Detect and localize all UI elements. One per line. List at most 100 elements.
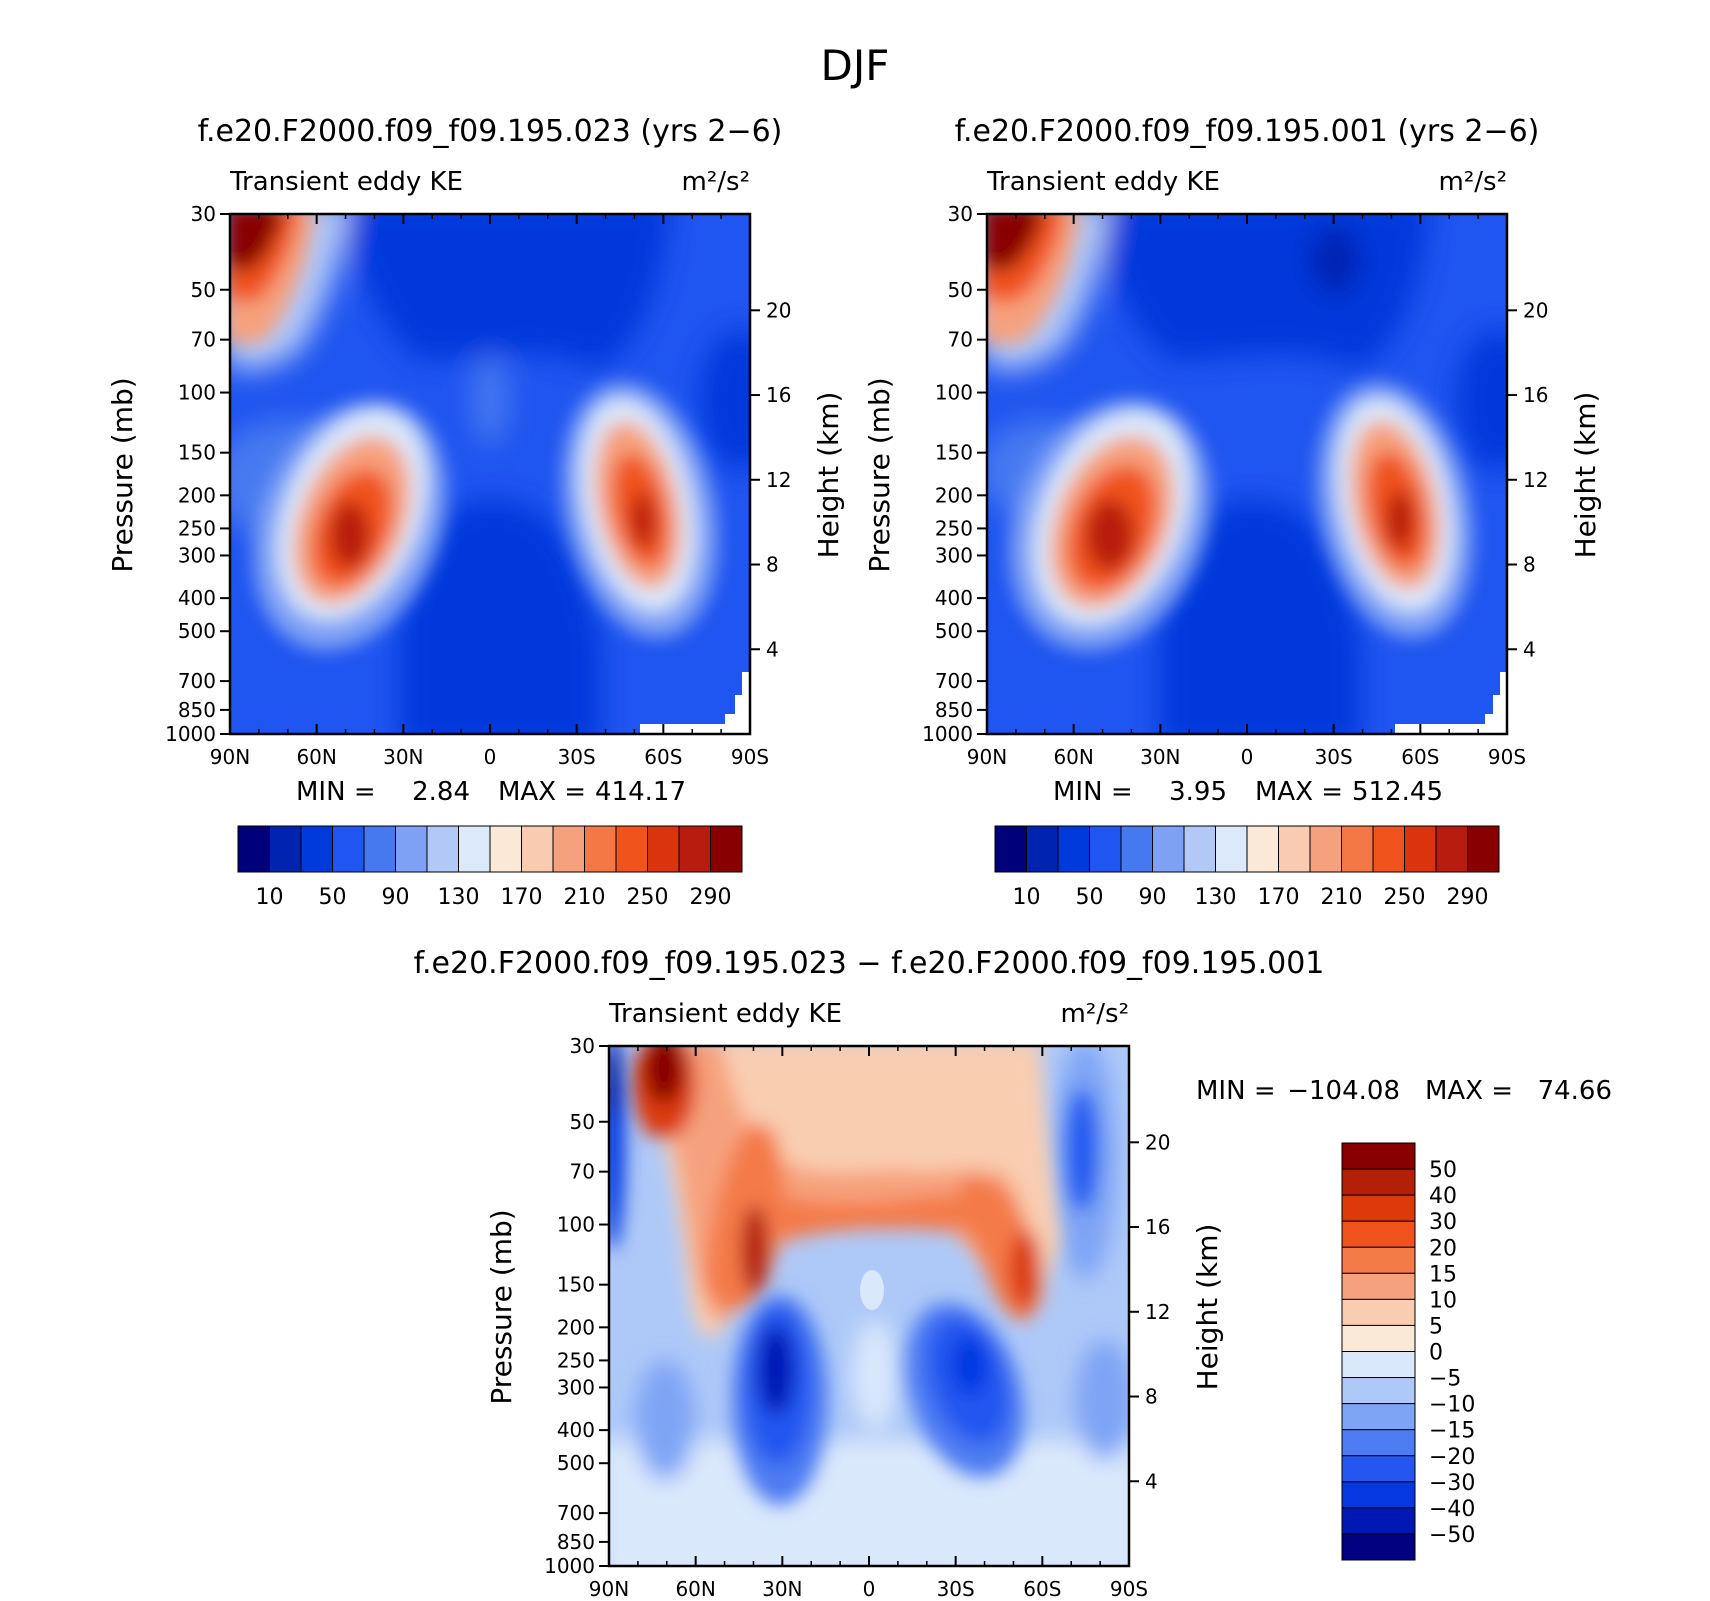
field-label: Transient eddy KE [608, 999, 842, 1029]
max-label: MAX = [1255, 777, 1343, 807]
height-tick-label: 20 [1523, 298, 1548, 322]
pressure-tick-label: 850 [935, 698, 973, 722]
pressure-tick-label: 70 [191, 328, 216, 352]
colorbar-swatch [1341, 1377, 1416, 1405]
colorbar-swatch [552, 825, 585, 873]
pressure-tick-label: 30 [570, 1034, 595, 1058]
nh-jet-core [330, 501, 370, 569]
pressure-tick-label: 500 [178, 619, 216, 643]
colorbar-label: 250 [1384, 885, 1426, 910]
pressure-tick-label: 70 [570, 1160, 595, 1184]
max-label: MAX = [498, 777, 586, 807]
colorbar-swatch [1341, 1403, 1416, 1431]
colorbar-label: −10 [1429, 1393, 1475, 1418]
pressure-tick-label: 150 [935, 441, 973, 465]
lat-tick-label: 30N [762, 1577, 802, 1601]
lat-tick-label: 90N [210, 745, 250, 769]
lat-tick-label: 60S [644, 745, 682, 769]
pressure-tick-label: 1000 [544, 1554, 595, 1578]
colorbar: 10 50 90 130 170 210 250 290 [237, 825, 743, 910]
colorbar-swatch [1152, 825, 1185, 873]
lat-tick-label: 0 [484, 745, 497, 769]
colorbar-label: 170 [501, 885, 543, 910]
pressure-tick-label: 30 [948, 202, 973, 226]
colorbar-label: 210 [1321, 885, 1363, 910]
pressure-tick-label: 400 [557, 1418, 595, 1442]
height-tick-label: 8 [766, 553, 779, 577]
pressure-tick-label: 400 [935, 586, 973, 610]
lat-tick-label: 90N [589, 1577, 629, 1601]
stratosphere-min [1310, 225, 1360, 295]
max-value: 512.45 [1352, 777, 1443, 807]
colorbar-swatch [1467, 825, 1500, 873]
colorbar-label: 130 [1195, 885, 1237, 910]
units-label: m²/s² [1439, 167, 1507, 197]
missing-data-mask [640, 672, 750, 734]
colorbar-swatch [300, 825, 333, 873]
pressure-tick-label: 850 [178, 698, 216, 722]
y-axis-label: Pressure (mb) [863, 377, 896, 572]
pressure-tick-label: 850 [557, 1530, 595, 1554]
sh-polar-strat-neg-core [1068, 1090, 1096, 1210]
colorbar-label: −20 [1429, 1445, 1475, 1470]
min-label: MIN = [1053, 777, 1133, 807]
colorbar-label: 210 [564, 885, 606, 910]
colorbar-swatch [237, 825, 270, 873]
pressure-tick-label: 200 [557, 1315, 595, 1339]
pressure-tick-label: 150 [557, 1273, 595, 1297]
colorbar-label: 10 [1013, 885, 1041, 910]
lat-tick-label: 60N [675, 1577, 715, 1601]
colorbar: 10 50 90 130 170 210 250 290 [994, 825, 1500, 910]
pressure-tick-label: 100 [178, 381, 216, 405]
lat-tick-label: 30S [937, 1577, 975, 1601]
min-value: 3.95 [1169, 777, 1227, 807]
colorbar-label: 15 [1429, 1262, 1457, 1287]
colorbar-label: 40 [1429, 1184, 1457, 1209]
height-tick-label: 8 [1523, 553, 1536, 577]
lat-tick-label: 0 [863, 1577, 876, 1601]
colorbar-swatch [678, 825, 711, 873]
colorbar-label: 20 [1429, 1236, 1457, 1261]
sh-high-neg [1075, 1340, 1129, 1460]
colorbar-label: 50 [319, 885, 347, 910]
colorbar-label: 50 [1076, 885, 1104, 910]
pressure-tick-label: 50 [191, 278, 216, 302]
colorbar-swatch [1341, 1533, 1416, 1561]
colorbar-label: 30 [1429, 1210, 1457, 1235]
lower-troposphere-weak [609, 1440, 1129, 1566]
colorbar-swatch [1183, 825, 1216, 873]
pressure-tick-label: 700 [935, 669, 973, 693]
pressure-tick-label: 1000 [165, 722, 216, 746]
pressure-tick-label: 300 [935, 543, 973, 567]
colorbar-swatch [1120, 825, 1153, 873]
pressure-tick-label: 250 [557, 1348, 595, 1372]
colorbar-label: 290 [1447, 885, 1489, 910]
pressure-tick-label: 300 [178, 543, 216, 567]
colorbar-swatch [1341, 1194, 1416, 1222]
nh-subtropical-neg-core [758, 1325, 794, 1415]
contour-field [987, 214, 1507, 734]
nh-polar-neg-core [609, 1046, 619, 1120]
contour-field [230, 214, 750, 734]
units-label: m²/s² [1061, 999, 1129, 1029]
colorbar-label: −30 [1429, 1471, 1475, 1496]
height-tick-label: 16 [1145, 1215, 1170, 1239]
nh-jet-core [1086, 499, 1134, 571]
panel-case1: f.e20.F2000.f09_f09.195.023 (yrs 2−6) Tr… [106, 114, 845, 910]
axis-ticks: 3050701001502002503004005007008501000481… [165, 202, 791, 769]
pressure-tick-label: 700 [557, 1501, 595, 1525]
axis-ticks: 3050701001502002503004005007008501000481… [544, 1034, 1170, 1601]
colorbar-swatch [395, 825, 428, 873]
pressure-tick-label: 500 [557, 1451, 595, 1475]
field-label: Transient eddy KE [986, 167, 1220, 197]
page-title: DJF [821, 41, 890, 90]
pressure-tick-label: 250 [935, 516, 973, 540]
height-tick-label: 12 [1145, 1300, 1170, 1324]
axis-ticks: 3050701001502002503004005007008501000481… [922, 202, 1548, 769]
colorbar-swatch [1341, 1272, 1416, 1300]
lat-tick-label: 30N [383, 745, 423, 769]
colorbar-swatch [1341, 1220, 1416, 1248]
colorbar-swatch [615, 825, 648, 873]
panel-title: f.e20.F2000.f09_f09.195.023 − f.e20.F200… [414, 946, 1325, 981]
colorbar-swatch [1372, 825, 1405, 873]
